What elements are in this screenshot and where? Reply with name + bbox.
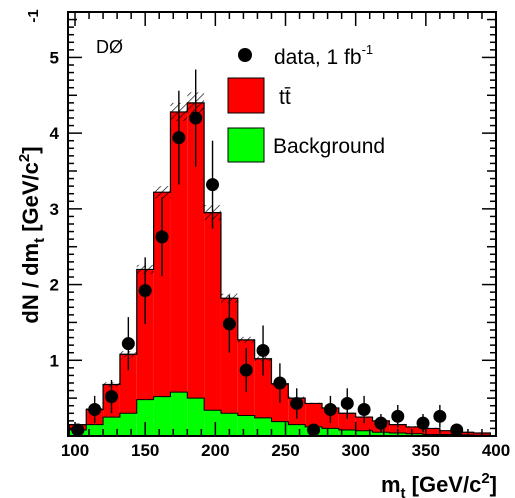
background-bar — [103, 417, 120, 436]
x-axis-label: mt [GeV/c2] — [381, 470, 497, 498]
y-axis-label: dN / dmt [GeV/c2] — [16, 146, 48, 323]
data-point — [290, 396, 304, 410]
data-point — [450, 423, 464, 437]
experiment-label: DØ — [96, 37, 123, 57]
data-point — [88, 403, 102, 416]
tick-labels: 100 150 200 250 300 350 400 1 2 3 4 5 — [50, 48, 511, 460]
data-point — [256, 343, 270, 357]
legend-data-marker — [238, 48, 252, 62]
background-bar — [86, 424, 104, 436]
legend-background-swatch — [227, 127, 265, 163]
x-tick-label: 350 — [412, 441, 440, 460]
x-tick-label: 300 — [341, 441, 369, 460]
signal-bar — [423, 428, 440, 435]
uncertainty-band — [423, 427, 440, 430]
y-tick-label: 4 — [50, 124, 60, 143]
background-bar — [136, 399, 154, 436]
legend-background-label: Background — [273, 135, 385, 158]
data-point — [222, 317, 236, 331]
background-bar — [204, 410, 221, 436]
signal-histogram — [69, 102, 491, 436]
legend-data-label: data, 1 fb-1 — [274, 42, 373, 69]
data-point — [374, 416, 388, 430]
data-point — [206, 178, 220, 192]
background-bar — [153, 396, 171, 436]
x-tick-label: 250 — [271, 441, 299, 460]
legend-signal-swatch — [227, 77, 265, 114]
background-bar — [355, 430, 373, 436]
uncertainty-band — [305, 402, 322, 405]
y-tick-label: 1 — [50, 351, 59, 370]
y-tick-label: 2 — [50, 276, 59, 295]
data-point — [239, 363, 253, 377]
uncertainty-band — [406, 426, 424, 428]
background-bar — [406, 433, 424, 436]
background-bar — [170, 392, 188, 436]
signal-bar — [136, 269, 154, 400]
data-point — [433, 409, 447, 423]
signal-bar — [456, 432, 474, 435]
y-axis-label-exponent: -1 — [25, 9, 42, 22]
background-outline — [68, 391, 491, 436]
data-points — [71, 69, 464, 437]
signal-bar — [305, 403, 322, 427]
x-tick-label: 200 — [201, 441, 229, 460]
signal-bar — [439, 430, 457, 435]
data-point — [273, 376, 287, 390]
background-bar — [254, 417, 272, 436]
data-point — [121, 337, 135, 351]
x-tick-label: 100 — [61, 441, 89, 460]
signal-bar — [271, 383, 289, 422]
background-bar — [271, 421, 289, 436]
signal-bar — [187, 102, 205, 399]
background-bar — [321, 428, 339, 436]
background-bar — [237, 415, 255, 436]
signal-bar — [170, 111, 188, 393]
background-bar — [119, 413, 137, 436]
y-tick-label: 5 — [50, 48, 59, 67]
data-point — [357, 403, 371, 416]
signal-bar — [119, 354, 137, 414]
background-bar — [220, 413, 238, 436]
data-point — [391, 409, 405, 423]
data-point — [155, 230, 169, 244]
data-point — [172, 131, 186, 145]
background-bar — [338, 429, 356, 436]
x-tick-label: 400 — [482, 441, 510, 460]
plot-frame — [67, 11, 497, 437]
signal-bar — [153, 192, 171, 397]
signal-bar — [338, 413, 356, 430]
signal-bar — [389, 424, 407, 433]
data-point — [340, 396, 354, 410]
background-bar — [288, 424, 306, 436]
signal-bar — [355, 417, 373, 431]
data-point — [323, 403, 337, 416]
background-bar — [372, 432, 390, 436]
signal-bar — [406, 426, 424, 434]
data-point — [416, 416, 430, 430]
background-bar — [187, 398, 205, 436]
y-tick-label: 3 — [50, 200, 59, 219]
signal-bar — [204, 212, 221, 411]
data-point — [71, 423, 85, 437]
legend: data, 1 fb-1 tt̄ Background — [227, 42, 385, 163]
uncertainty-band — [237, 336, 255, 343]
signal-bar — [254, 358, 272, 418]
data-point — [105, 390, 119, 404]
uncertainty-band — [153, 186, 171, 199]
legend-signal-label: tt̄ — [279, 86, 291, 109]
data-point — [138, 284, 152, 298]
x-tick-label: 150 — [131, 441, 159, 460]
data-point — [189, 111, 203, 125]
